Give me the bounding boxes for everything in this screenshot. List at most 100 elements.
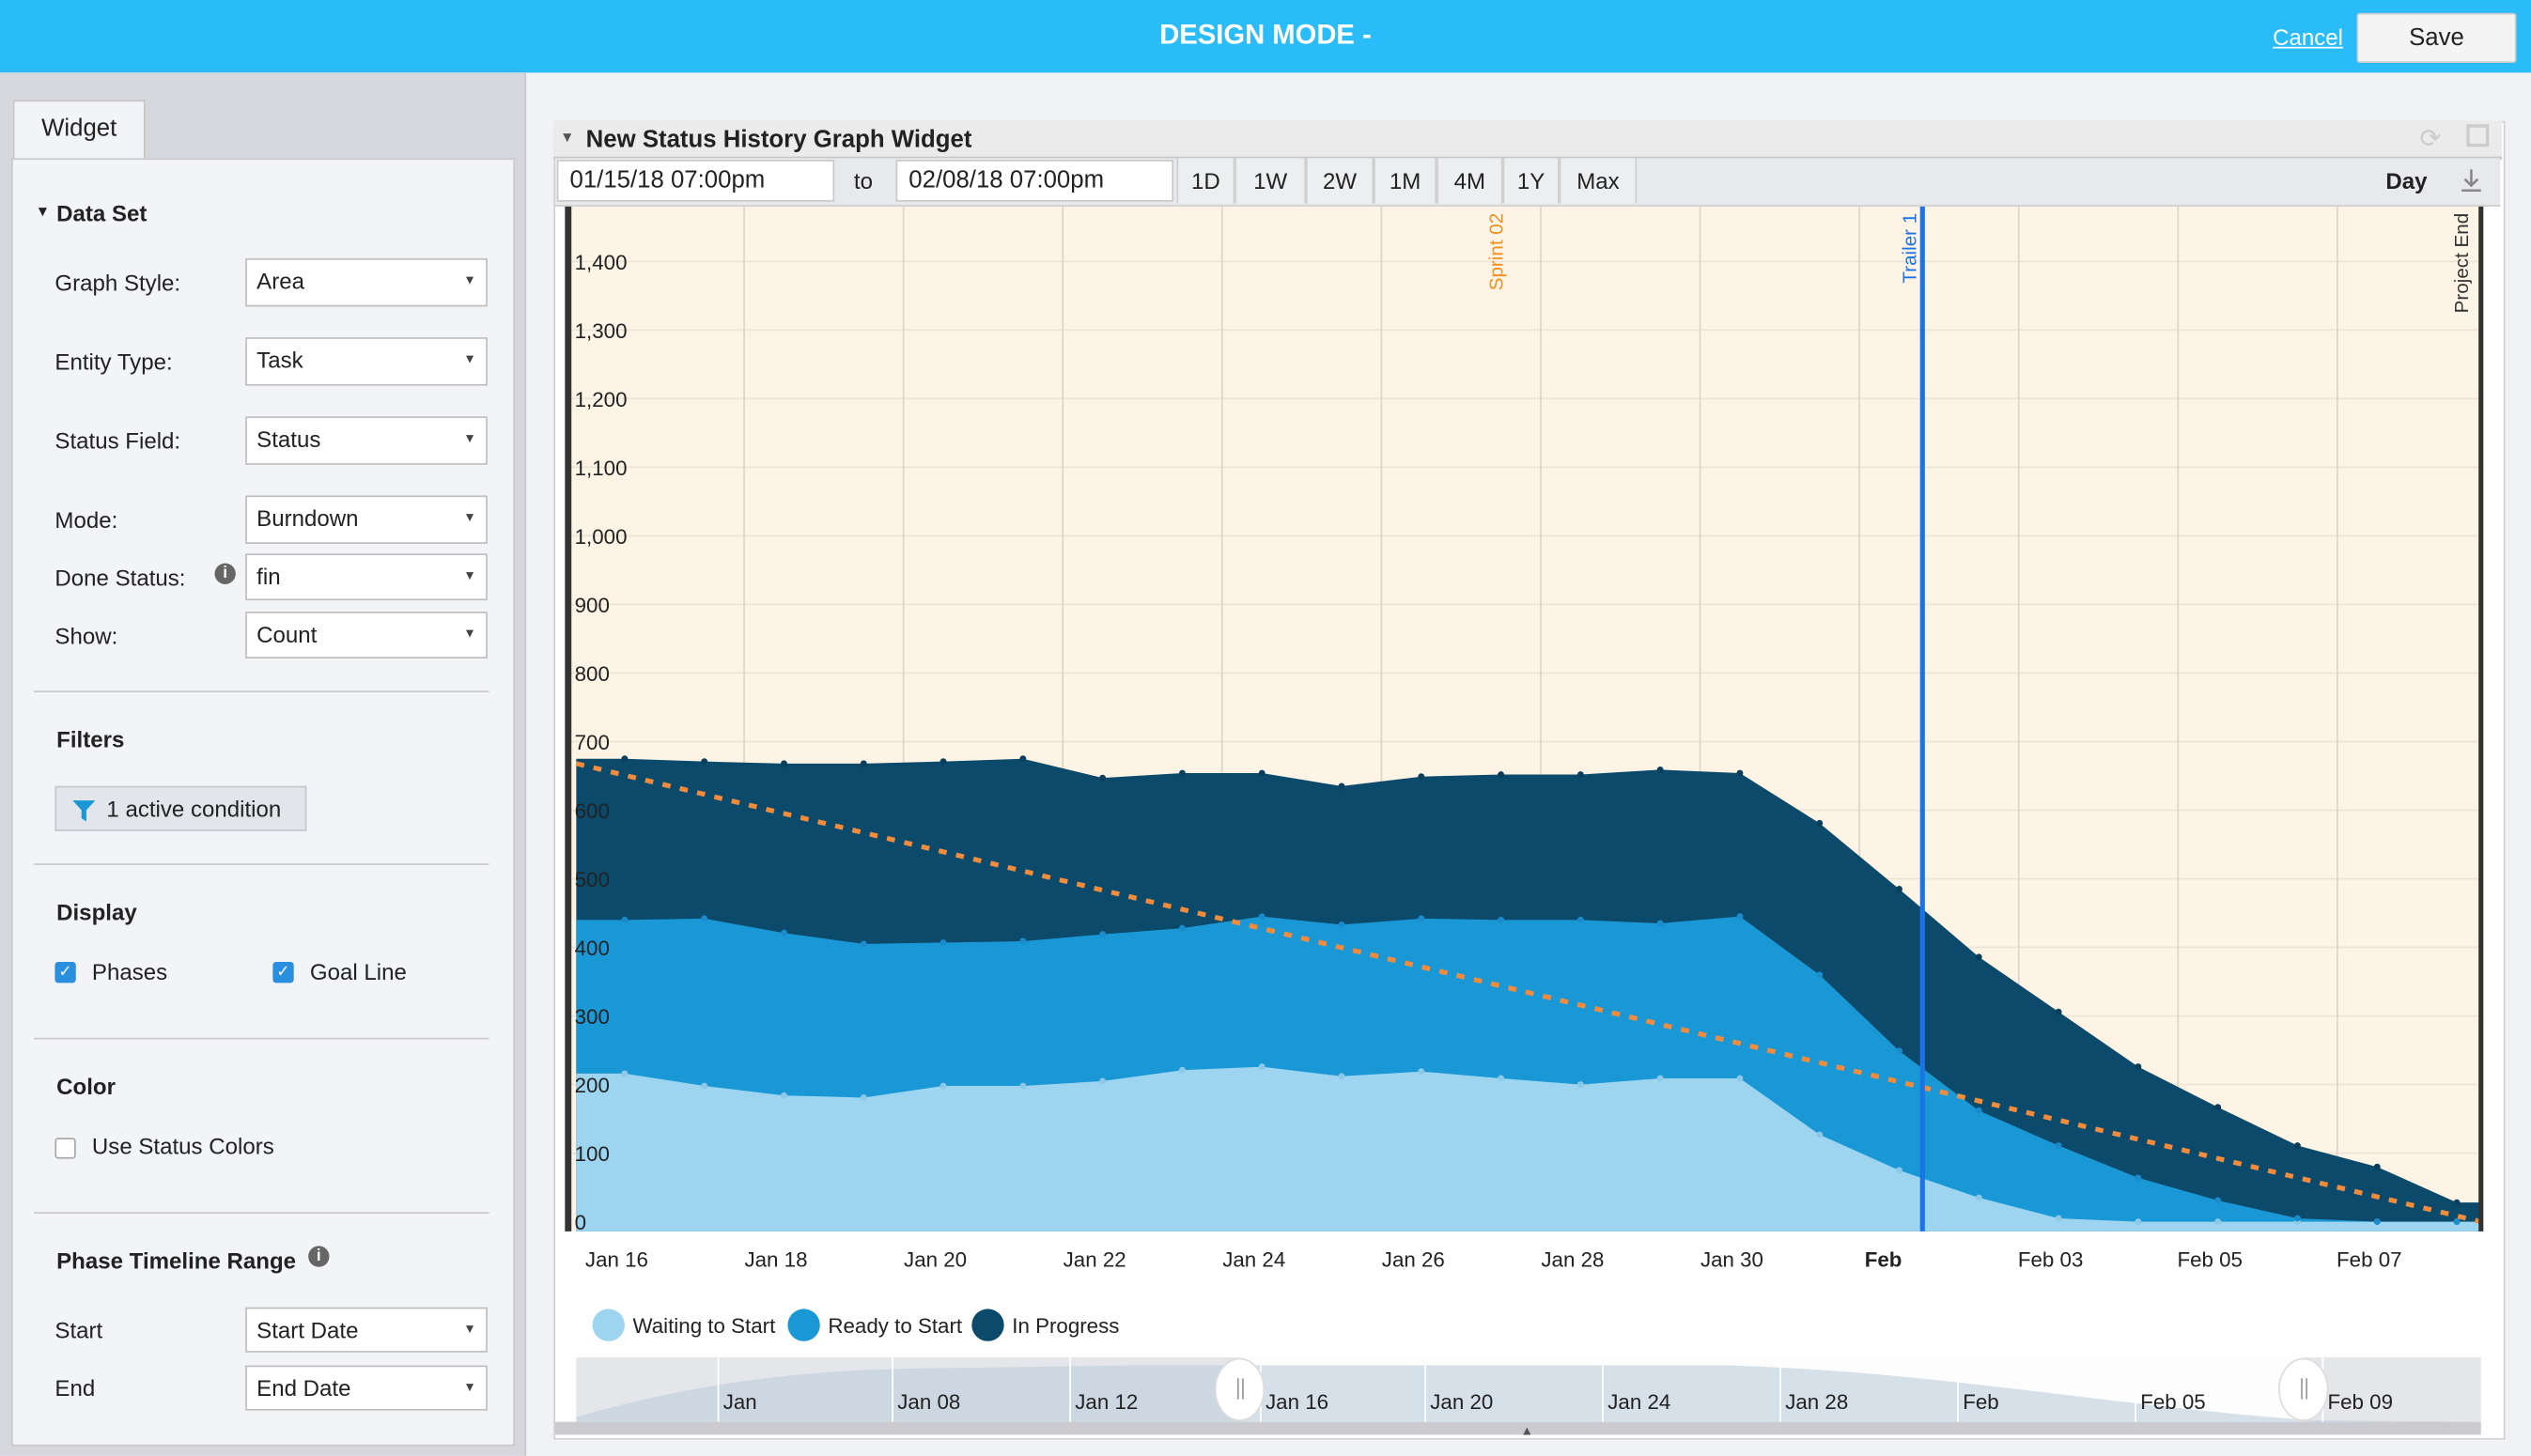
show-select[interactable]: Count ▼ bbox=[245, 612, 488, 658]
interval-select[interactable]: Day bbox=[2385, 167, 2428, 194]
data-point bbox=[2135, 1174, 2142, 1182]
y-tick-label: 800 bbox=[575, 662, 610, 686]
y-tick-label: 0 bbox=[575, 1211, 586, 1234]
use-status-colors-checkbox[interactable] bbox=[54, 1138, 76, 1159]
y-tick-label: 1,300 bbox=[575, 319, 628, 343]
data-point bbox=[1099, 1077, 1107, 1085]
x-tick-label: Jan 28 bbox=[1541, 1248, 1604, 1272]
goal-line-checkbox[interactable]: ✓ bbox=[272, 961, 294, 984]
legend-item[interactable]: Ready to Start bbox=[828, 1314, 963, 1338]
navigator-scrollbar[interactable] bbox=[555, 1421, 2481, 1435]
filters-header: Filters bbox=[56, 726, 125, 752]
info-icon[interactable]: i bbox=[214, 563, 236, 584]
navigator-label: Jan 12 bbox=[1075, 1390, 1138, 1414]
mode-select[interactable]: Burndown ▼ bbox=[245, 495, 488, 545]
data-point bbox=[1656, 1075, 1664, 1082]
x-tick-label: Jan 30 bbox=[1700, 1248, 1763, 1272]
data-point bbox=[1576, 1081, 1584, 1089]
navigator-handle[interactable] bbox=[1214, 1357, 1266, 1421]
start-select-value: Start Date bbox=[256, 1316, 359, 1343]
data-point bbox=[1896, 886, 1902, 892]
use-status-colors-label: Use Status Colors bbox=[91, 1133, 274, 1159]
save-button[interactable]: Save bbox=[2356, 12, 2517, 64]
data-point bbox=[621, 916, 629, 923]
end-label: End bbox=[54, 1374, 96, 1402]
data-point bbox=[2453, 1218, 2461, 1226]
data-point bbox=[1656, 766, 1664, 773]
done-status-select[interactable]: fin ▼ bbox=[245, 553, 488, 601]
to-date-input[interactable]: 02/08/18 07:00pm bbox=[895, 160, 1174, 202]
data-point bbox=[2214, 1197, 2222, 1204]
data-point bbox=[1338, 1073, 1345, 1080]
collapse-triangle-icon[interactable]: ▼ bbox=[35, 203, 51, 220]
legend-item[interactable]: Waiting to Start bbox=[632, 1314, 776, 1338]
range-button-2w[interactable]: 2W bbox=[1305, 158, 1374, 204]
phases-checkbox[interactable]: ✓ bbox=[54, 961, 76, 984]
collapse-triangle-icon[interactable]: ▼ bbox=[560, 129, 575, 146]
range-button-1m[interactable]: 1M bbox=[1374, 158, 1437, 204]
caret-down-icon: ▼ bbox=[463, 567, 476, 583]
phase-timeline-header: Phase Timeline Range bbox=[56, 1247, 297, 1274]
tab-widget[interactable]: Widget bbox=[12, 100, 146, 161]
data-point bbox=[1418, 1068, 1425, 1076]
to-label: to bbox=[853, 167, 873, 194]
navigator-series bbox=[576, 1365, 2481, 1422]
range-button-1y[interactable]: 1Y bbox=[1502, 158, 1560, 204]
data-point bbox=[2214, 1218, 2222, 1226]
data-point bbox=[1258, 769, 1266, 777]
data-point bbox=[1576, 771, 1584, 778]
caret-down-icon: ▼ bbox=[463, 351, 476, 367]
legend-swatch bbox=[592, 1309, 625, 1341]
range-button-1w[interactable]: 1W bbox=[1234, 158, 1306, 204]
data-point bbox=[621, 1070, 629, 1077]
end-select-value: End Date bbox=[256, 1374, 351, 1402]
data-point bbox=[1975, 1107, 1982, 1114]
refresh-icon[interactable]: ⟳ bbox=[2419, 126, 2442, 154]
info-icon[interactable]: i bbox=[308, 1246, 330, 1267]
widget-title-bar: ▼ New Status History Graph Widget ⟳ bbox=[553, 120, 2503, 161]
range-button-4m[interactable]: 4M bbox=[1436, 158, 1503, 204]
data-point bbox=[701, 1082, 708, 1090]
filter-conditions-button[interactable]: 1 active condition bbox=[54, 785, 307, 831]
range-button-max[interactable]: Max bbox=[1559, 158, 1638, 204]
status-field-label: Status Field: bbox=[54, 427, 181, 454]
divider bbox=[34, 1212, 489, 1215]
data-point bbox=[2055, 1008, 2062, 1015]
divider bbox=[34, 690, 489, 693]
data-point bbox=[781, 929, 787, 937]
from-date-input[interactable]: 01/15/18 07:00pm bbox=[556, 160, 835, 202]
graph-style-select[interactable]: Area ▼ bbox=[245, 257, 488, 307]
entity-type-label: Entity Type: bbox=[54, 349, 173, 375]
status-field-select[interactable]: Status ▼ bbox=[245, 416, 488, 465]
navigator-handle[interactable] bbox=[2278, 1357, 2329, 1421]
phase-marker-label: Trailer 1 bbox=[1899, 213, 1920, 284]
data-point bbox=[2453, 1199, 2461, 1206]
x-tick-label: Jan 18 bbox=[744, 1248, 807, 1272]
maximize-icon[interactable] bbox=[2466, 124, 2490, 147]
phases-label: Phases bbox=[91, 958, 168, 985]
navigator-label: Jan bbox=[723, 1390, 757, 1414]
data-point bbox=[1019, 1082, 1027, 1090]
data-point bbox=[2294, 1142, 2301, 1149]
data-point bbox=[1975, 1194, 1982, 1201]
cancel-link[interactable]: Cancel bbox=[2273, 23, 2343, 51]
range-button-1d[interactable]: 1D bbox=[1176, 158, 1235, 204]
data-point bbox=[1418, 915, 1425, 922]
data-point bbox=[1816, 1131, 1824, 1138]
start-select[interactable]: Start Date ▼ bbox=[245, 1307, 488, 1353]
end-select[interactable]: End Date ▼ bbox=[245, 1365, 488, 1411]
entity-type-select[interactable]: Task ▼ bbox=[245, 337, 488, 386]
goal-line-label: Goal Line bbox=[309, 958, 407, 985]
graph-style-value: Area bbox=[256, 268, 304, 294]
download-icon[interactable] bbox=[2460, 168, 2482, 194]
filter-button-label: 1 active condition bbox=[106, 796, 282, 822]
data-point bbox=[621, 755, 629, 763]
legend-item[interactable]: In Progress bbox=[1012, 1314, 1119, 1338]
page-title: DESIGN MODE - bbox=[1159, 19, 1372, 51]
data-point bbox=[1178, 769, 1186, 777]
graph-style-label: Graph Style: bbox=[54, 269, 181, 296]
goal-line bbox=[575, 761, 2482, 1225]
area-waiting-to-start bbox=[576, 1066, 2481, 1231]
navigator-label: Feb 09 bbox=[2328, 1390, 2394, 1414]
x-tick-label: Jan 22 bbox=[1064, 1248, 1126, 1272]
